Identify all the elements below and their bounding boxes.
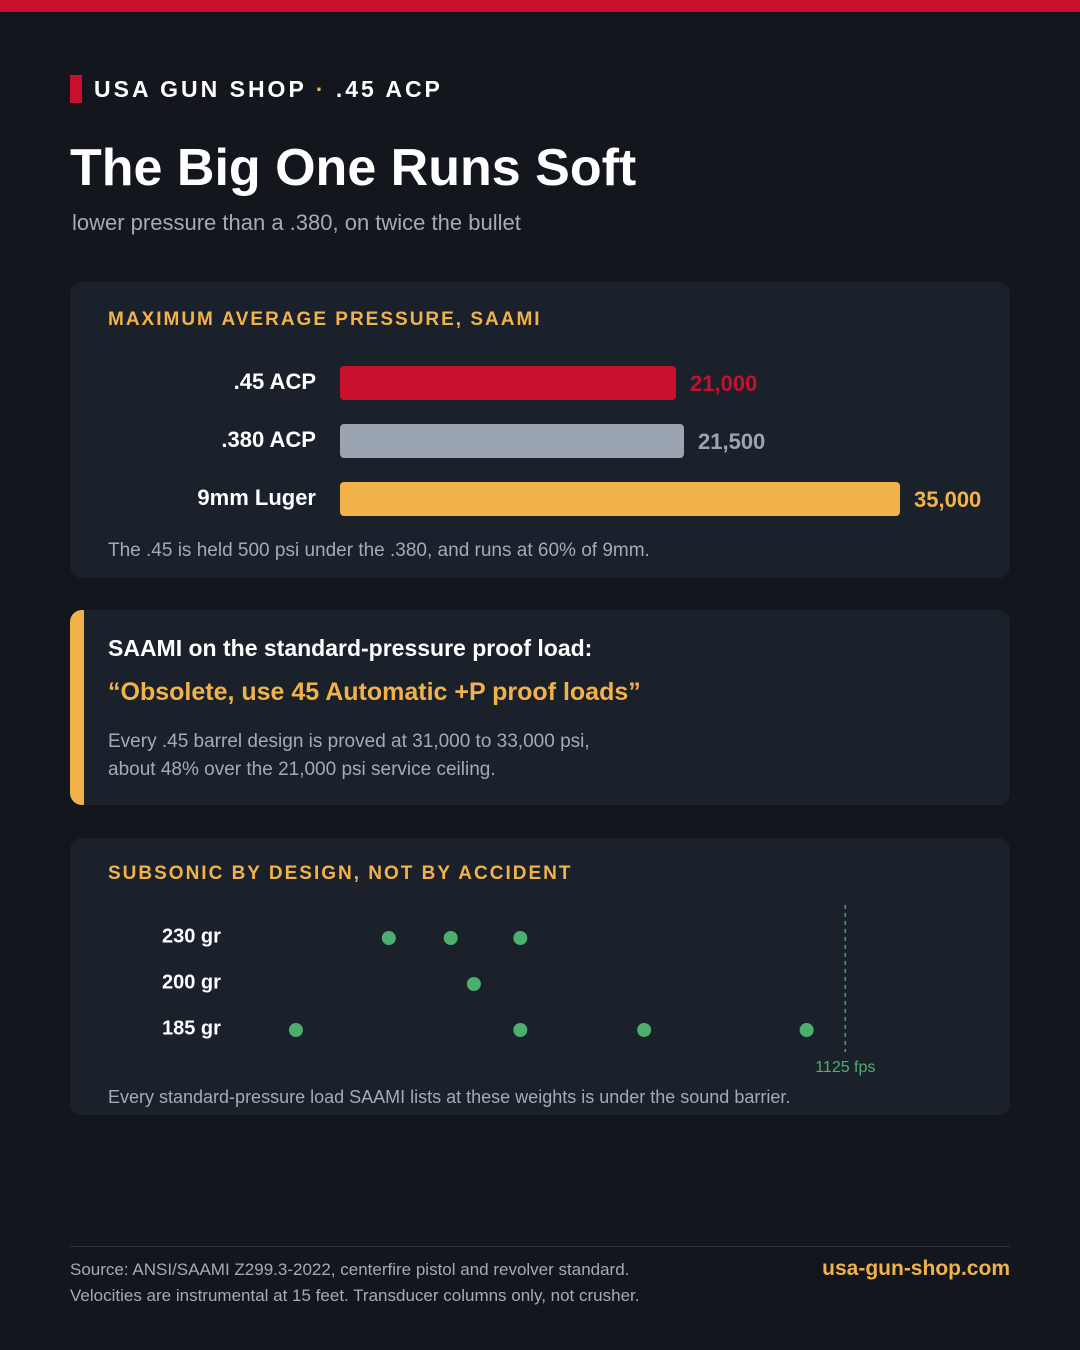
row-label: 185 gr xyxy=(162,1017,221,1039)
dot xyxy=(637,1023,652,1037)
source-1: Source: ANSI/SAAMI Z299.3-2022, centerfi… xyxy=(70,1260,630,1279)
bar-label: .380 ACP xyxy=(221,427,316,452)
callout-body-1: Every .45 barrel design is proved at 31,… xyxy=(108,731,590,752)
chart-title: SUBSONIC BY DESIGN, NOT BY ACCIDENT xyxy=(108,863,573,884)
bar xyxy=(340,424,684,458)
brand: USA GUN SHOP xyxy=(94,76,307,102)
bar-label: 9mm Luger xyxy=(197,485,316,510)
row-label: 200 gr xyxy=(162,971,221,993)
caliber: .45 ACP xyxy=(335,76,443,102)
bar-label: .45 ACP xyxy=(234,369,316,394)
dot xyxy=(513,1023,528,1037)
top-stripe xyxy=(0,0,1080,12)
callout-heading: SAAMI on the standard-pressure proof loa… xyxy=(108,635,593,661)
subtitle: lower pressure than a .380, on twice the… xyxy=(72,210,521,235)
chart-note: The .45 is held 500 psi under the .380, … xyxy=(108,540,650,561)
row-label: 230 gr xyxy=(162,925,221,947)
separator: · xyxy=(315,76,327,102)
chart-note: Every standard-pressure load SAAMI lists… xyxy=(108,1087,791,1107)
dot xyxy=(466,977,481,991)
dot xyxy=(513,931,528,945)
title: The Big One Runs Soft xyxy=(70,139,637,197)
callout-accent xyxy=(70,610,84,805)
pressure-card: MAXIMUM AVERAGE PRESSURE, SAAMI The .45 … xyxy=(70,282,1010,578)
brand-line: USA GUN SHOP · .45 ACP xyxy=(94,76,443,103)
source-2: Velocities are instrumental at 15 feet. … xyxy=(70,1286,640,1305)
value-label: 21,000 xyxy=(690,371,757,396)
dot xyxy=(443,931,458,945)
footer-rule xyxy=(70,1246,1010,1247)
dot xyxy=(288,1023,303,1037)
velocity-card: SUBSONIC BY DESIGN, NOT BY ACCIDENT Ever… xyxy=(70,838,1010,1115)
callout-quote: “Obsolete, use 45 Automatic +P proof loa… xyxy=(108,678,641,706)
reference-label: 1125 fps xyxy=(815,1059,875,1076)
value-label: 21,500 xyxy=(698,429,765,454)
bar xyxy=(340,482,900,516)
callout-card: SAAMI on the standard-pressure proof loa… xyxy=(70,610,1010,805)
brand-mark xyxy=(70,75,82,103)
dot xyxy=(381,931,396,945)
callout-body-2: about 48% over the 21,000 psi service ce… xyxy=(108,759,496,780)
value-label: 35,000 xyxy=(914,487,981,512)
chart-title: MAXIMUM AVERAGE PRESSURE, SAAMI xyxy=(108,309,542,330)
dot xyxy=(799,1023,814,1037)
bar xyxy=(340,366,676,400)
url[interactable]: usa-gun-shop.com xyxy=(822,1257,1010,1280)
